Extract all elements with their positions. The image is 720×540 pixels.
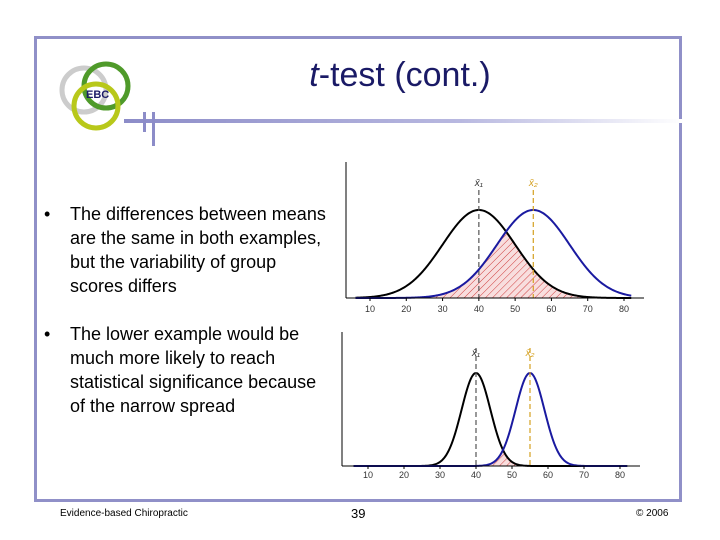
x-tick-label: 80 <box>619 304 629 314</box>
bullet-text: The lower example would be much more lik… <box>70 324 317 416</box>
copyright: © 2006 <box>636 508 669 519</box>
title-tick <box>152 112 155 146</box>
title-tick <box>143 112 146 132</box>
upper-distribution-chart: x̄₁ x̄₂ 10 20 30 40 50 60 70 80 <box>345 162 644 314</box>
x-tick-label: 50 <box>507 470 517 480</box>
logo-text: EBC <box>86 89 109 101</box>
bullet-list: • The differences between means are the … <box>44 202 334 418</box>
title-rest: -test (cont.) <box>318 56 491 94</box>
title-underline <box>124 119 684 123</box>
x-tick-label: 30 <box>438 304 448 314</box>
slide-title: t-test (cont.) <box>230 56 570 95</box>
bullet-text: The differences between means are the sa… <box>70 204 326 296</box>
x-tick-label: 70 <box>583 304 593 314</box>
x-tick-label: 20 <box>399 470 409 480</box>
series-line-1 <box>353 371 628 467</box>
footer-course: Evidence-based Chiropractic <box>60 508 188 519</box>
x-tick-label: 60 <box>546 304 556 314</box>
x-tick-label: 10 <box>363 470 373 480</box>
title-italic-t: t <box>309 56 319 94</box>
x-tick-label: 20 <box>401 304 411 314</box>
slide-frame <box>34 36 682 502</box>
lower-distribution-chart: x̄₁ x̄₂ 10 20 30 40 50 60 70 80 <box>341 332 640 480</box>
mean-label-1: x̄₁ <box>471 348 480 359</box>
x-tick-label: 10 <box>365 304 375 314</box>
overlap-region <box>355 231 632 298</box>
ebc-logo: EBC <box>59 61 131 131</box>
bullet-dot-icon: • <box>44 204 51 224</box>
x-tick-label: 50 <box>510 304 520 314</box>
mean-label-1: x̄₁ <box>474 178 483 189</box>
mean-label-2: x̄₂ <box>525 348 535 359</box>
page-number: 39 <box>351 506 366 521</box>
mean-label-2: x̄₂ <box>528 178 538 189</box>
x-tick-label: 30 <box>435 470 445 480</box>
x-tick-label: 70 <box>579 470 589 480</box>
bullet-dot-icon: • <box>44 324 51 344</box>
x-tick-label: 60 <box>543 470 553 480</box>
bullet-item: • The differences between means are the … <box>44 202 334 298</box>
series-line-1 <box>355 208 632 299</box>
x-tick-label: 40 <box>474 304 484 314</box>
x-tick-label: 40 <box>471 470 481 480</box>
x-tick-label: 80 <box>615 470 625 480</box>
series-line-2 <box>353 371 628 467</box>
bullet-item: • The lower example would be much more l… <box>44 322 334 418</box>
